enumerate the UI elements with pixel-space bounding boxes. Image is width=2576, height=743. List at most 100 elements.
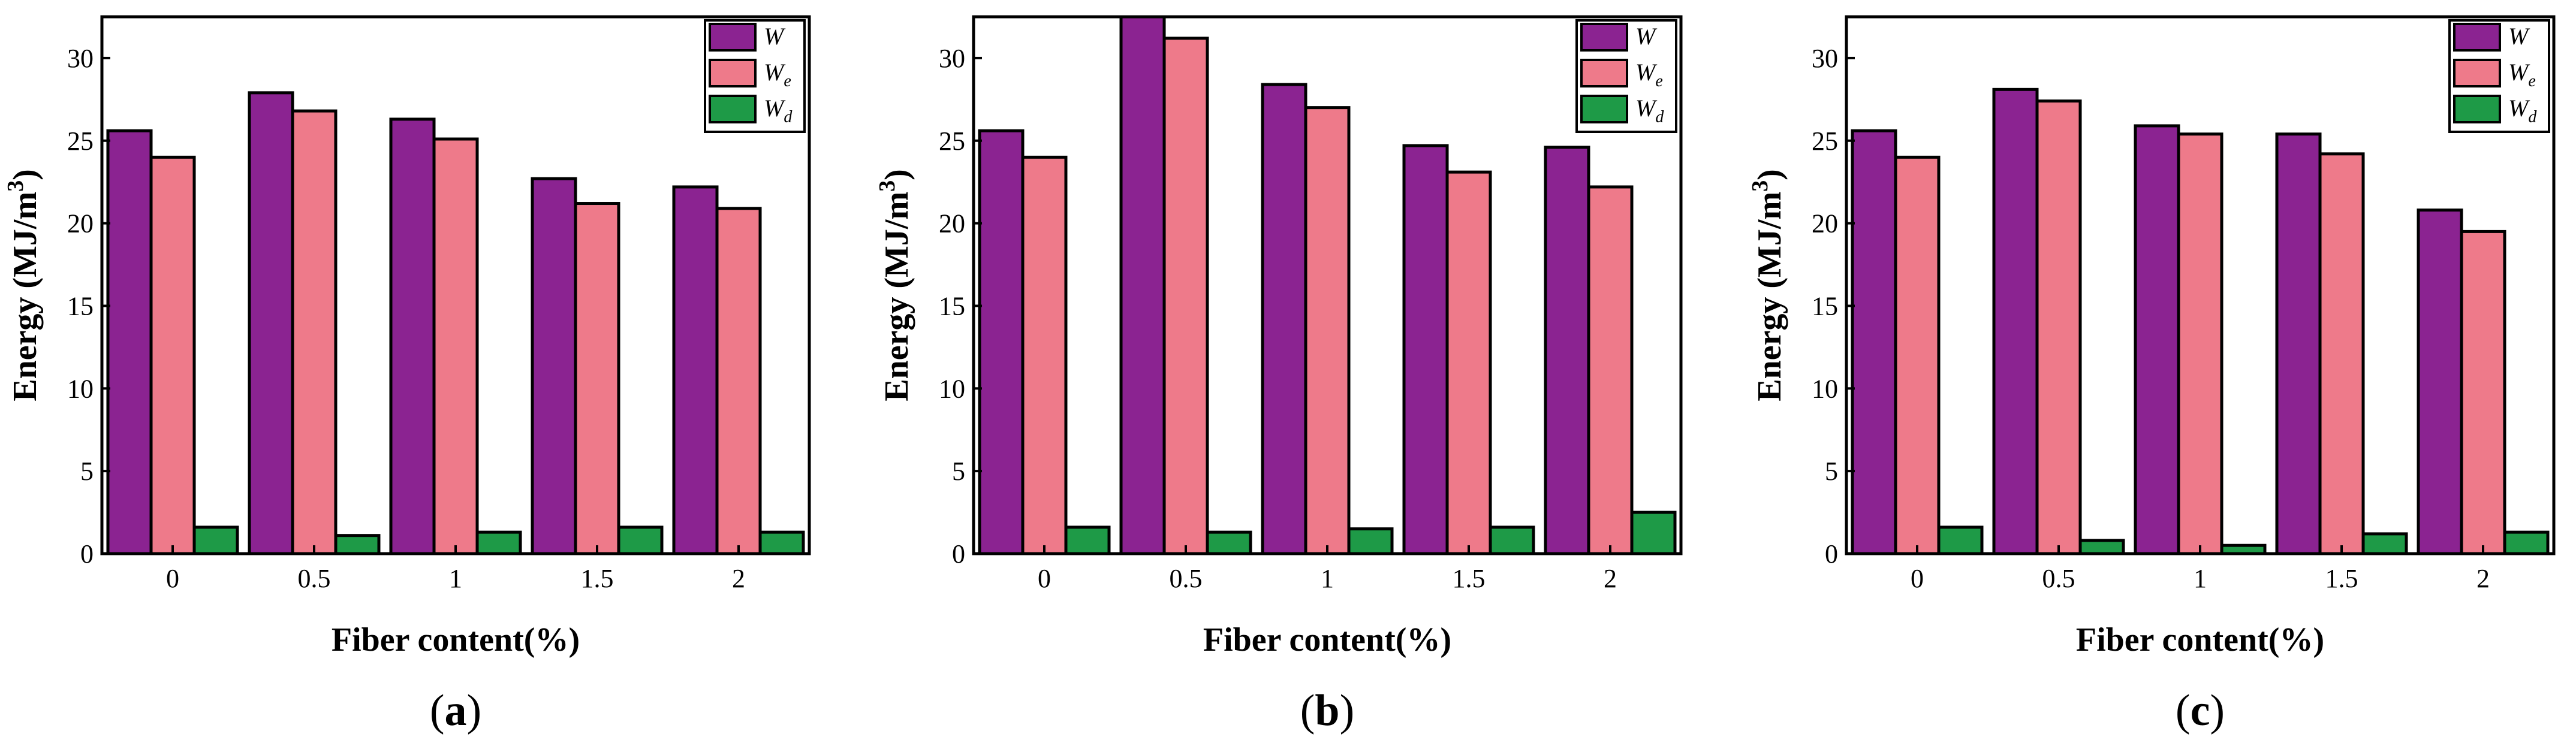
y-tick-label: 10 bbox=[939, 374, 965, 403]
bar-wd-1.5 bbox=[617, 525, 664, 554]
bar-wd-1.5 bbox=[1489, 525, 1535, 554]
bar-w-1 bbox=[389, 117, 436, 554]
legend-swatch-wd bbox=[2453, 95, 2501, 123]
bar-w-2 bbox=[2417, 209, 2463, 554]
legend-swatch-w bbox=[2453, 23, 2501, 52]
y-axis-title-main: Energy (MJ/m bbox=[1751, 192, 1788, 401]
legend-label-main: W bbox=[1635, 23, 1658, 50]
legend-swatch-we bbox=[1580, 59, 1628, 87]
panel-label-open: ( bbox=[1300, 686, 1315, 735]
bar-w-0.5 bbox=[248, 91, 294, 554]
x-tick-label: 0.5 bbox=[1170, 564, 1203, 593]
bar-we-1.5 bbox=[2318, 152, 2365, 554]
x-tick-label: 1.5 bbox=[2325, 564, 2358, 593]
bars-group bbox=[1851, 87, 2550, 554]
y-axis-title-main: Energy (MJ/m bbox=[7, 192, 44, 401]
bar-wd-0 bbox=[1064, 525, 1111, 554]
legend-swatch-w bbox=[1580, 23, 1628, 52]
legend-label-subscript: e bbox=[1655, 72, 1662, 90]
bar-wd-0.5 bbox=[1206, 530, 1252, 554]
x-tick-label: 2 bbox=[2476, 564, 2490, 593]
bar-wd-1.5 bbox=[2361, 532, 2408, 554]
y-tick-label: 5 bbox=[80, 457, 94, 486]
y-tick-label: 15 bbox=[939, 291, 965, 321]
y-tick-label: 0 bbox=[1825, 539, 1838, 569]
legend-label-subscript: d bbox=[2528, 108, 2537, 126]
bar-w-0 bbox=[1851, 129, 1897, 554]
y-tick-label: 25 bbox=[1812, 126, 1838, 156]
panel-label-open: ( bbox=[430, 686, 445, 735]
y-tick-label: 30 bbox=[1812, 44, 1838, 73]
panel-label-close: ) bbox=[1340, 686, 1355, 735]
bar-wd-2 bbox=[2503, 530, 2550, 554]
panel-label-open: ( bbox=[2176, 686, 2191, 735]
x-axis-title: Fiber content(%) bbox=[332, 621, 580, 659]
y-tick-label: 20 bbox=[67, 209, 94, 238]
chart-panel-a: 0 5 10 15 20 25 30 0 0.5 1 1.5 2 Fiber content(%) Ene… bbox=[3, 15, 811, 735]
x-tick-label: 0.5 bbox=[298, 564, 331, 593]
legend-label-main: W bbox=[2508, 23, 2530, 50]
legend-label-w: W bbox=[2508, 23, 2530, 50]
y-tick-label: 5 bbox=[1825, 457, 1838, 486]
y-axis-title: Energy (MJ/m3) bbox=[3, 169, 44, 401]
y-axis-title-close: ) bbox=[1751, 169, 1788, 180]
bar-w-2 bbox=[672, 185, 719, 554]
legend-swatch-w bbox=[709, 23, 757, 52]
x-tick-label: 1.5 bbox=[581, 564, 614, 593]
bar-we-1 bbox=[2177, 132, 2224, 554]
panel-label-letter: a bbox=[445, 686, 467, 735]
legend-label-main: W bbox=[2508, 59, 2530, 86]
bar-w-0.5 bbox=[1119, 17, 1166, 554]
bar-we-1 bbox=[432, 137, 479, 554]
legend-swatch-we bbox=[2453, 59, 2501, 87]
legend-label-main: W bbox=[764, 59, 786, 86]
x-tick-label: 0 bbox=[166, 564, 179, 593]
legend-label-main: W bbox=[2508, 95, 2530, 122]
bar-we-0 bbox=[1021, 155, 1068, 554]
panel-label: (c) bbox=[2176, 686, 2225, 735]
legend-label-wd: Wd bbox=[764, 95, 793, 126]
x-tick-label: 1 bbox=[449, 564, 462, 593]
bar-wd-1 bbox=[2220, 543, 2267, 554]
x-tick-label: 1 bbox=[1321, 564, 1334, 593]
bar-wd-1 bbox=[1347, 527, 1394, 554]
bar-w-0.5 bbox=[1992, 87, 2039, 554]
x-tick-label: 1.5 bbox=[1453, 564, 1486, 593]
bar-we-1.5 bbox=[1445, 170, 1492, 554]
y-axis-title-main: Energy (MJ/m bbox=[878, 192, 915, 401]
bar-we-0.5 bbox=[1162, 37, 1209, 554]
y-tick-label: 25 bbox=[67, 126, 94, 156]
y-axis-title-close: ) bbox=[7, 169, 44, 180]
bar-we-2 bbox=[2460, 229, 2506, 554]
bar-w-1.5 bbox=[531, 177, 577, 554]
y-tick-label: 0 bbox=[952, 539, 965, 569]
panel-label-letter: b bbox=[1315, 686, 1339, 735]
y-axis-title-superscript: 3 bbox=[875, 180, 900, 192]
bar-w-1.5 bbox=[2275, 132, 2322, 554]
legend-label-we: We bbox=[764, 59, 791, 90]
bar-we-0.5 bbox=[2035, 99, 2082, 554]
bar-we-0.5 bbox=[291, 109, 338, 554]
y-tick-label: 30 bbox=[939, 44, 965, 73]
bar-wd-2 bbox=[758, 530, 805, 554]
bar-we-1 bbox=[1304, 106, 1351, 554]
legend-label-main: W bbox=[1635, 59, 1658, 86]
chart-panel-c: 0 5 10 15 20 25 30 0 0.5 1 1.5 2 Fiber content(%) Ene… bbox=[1748, 15, 2556, 735]
bar-we-2 bbox=[715, 207, 762, 554]
panel-label-close: ) bbox=[2210, 686, 2225, 735]
legend-label-wd: Wd bbox=[1635, 95, 1664, 126]
y-tick-label: 20 bbox=[1812, 209, 1838, 238]
y-tick-label: 5 bbox=[952, 457, 965, 486]
panel-label: (a) bbox=[430, 686, 481, 735]
bar-wd-2 bbox=[1630, 511, 1677, 554]
legend-label-main: W bbox=[1635, 95, 1658, 122]
bars-group bbox=[106, 91, 805, 554]
bar-wd-1 bbox=[475, 530, 522, 554]
legend-label-wd: Wd bbox=[2508, 95, 2537, 126]
bar-we-2 bbox=[1587, 185, 1634, 554]
bar-w-1 bbox=[2134, 124, 2180, 554]
bars-group bbox=[978, 17, 1677, 554]
y-tick-label: 15 bbox=[67, 291, 94, 321]
bar-wd-0 bbox=[1937, 525, 1984, 554]
y-tick-label: 20 bbox=[939, 209, 965, 238]
